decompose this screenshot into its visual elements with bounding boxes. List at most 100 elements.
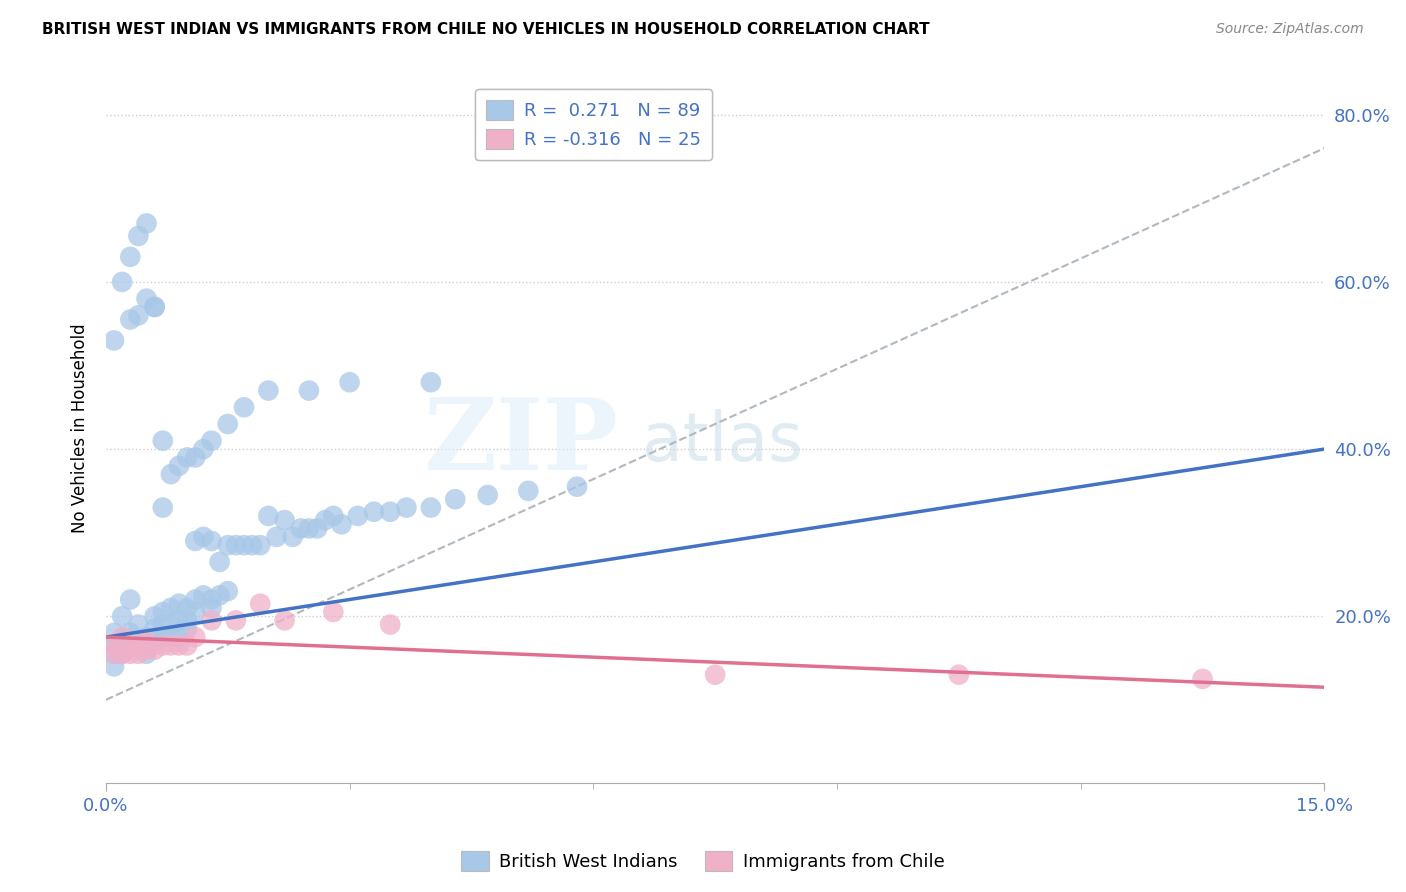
Point <box>233 401 256 415</box>
Text: Source: ZipAtlas.com: Source: ZipAtlas.com <box>1216 22 1364 37</box>
Point <box>380 505 402 519</box>
Point <box>127 309 149 323</box>
Point <box>176 450 198 465</box>
Point <box>193 588 215 602</box>
Point <box>298 384 321 398</box>
Point <box>444 492 467 507</box>
Point <box>111 634 134 648</box>
Point <box>1191 672 1213 686</box>
Point <box>240 538 263 552</box>
Point <box>135 630 157 644</box>
Point <box>143 300 166 314</box>
Point <box>225 614 247 628</box>
Point <box>127 229 149 244</box>
Point <box>143 634 166 648</box>
Point <box>143 300 166 314</box>
Point <box>103 639 125 653</box>
Point <box>565 480 588 494</box>
Point <box>200 534 222 549</box>
Point <box>200 600 222 615</box>
Point <box>395 500 418 515</box>
Point <box>257 384 280 398</box>
Point <box>363 505 385 519</box>
Legend: British West Indians, Immigrants from Chile: British West Indians, Immigrants from Ch… <box>454 844 952 879</box>
Point <box>339 375 361 389</box>
Point <box>208 588 231 602</box>
Text: BRITISH WEST INDIAN VS IMMIGRANTS FROM CHILE NO VEHICLES IN HOUSEHOLD CORRELATIO: BRITISH WEST INDIAN VS IMMIGRANTS FROM C… <box>42 22 929 37</box>
Point <box>160 600 183 615</box>
Point <box>249 538 271 552</box>
Point <box>176 622 198 636</box>
Point <box>217 538 239 552</box>
Text: ZIP: ZIP <box>423 394 617 491</box>
Point <box>120 639 142 653</box>
Point <box>184 592 207 607</box>
Point <box>184 630 207 644</box>
Point <box>290 521 312 535</box>
Point <box>346 508 368 523</box>
Point <box>322 508 344 523</box>
Point <box>135 639 157 653</box>
Point <box>266 530 288 544</box>
Point <box>152 617 174 632</box>
Point <box>419 500 441 515</box>
Point <box>193 442 215 456</box>
Point <box>176 600 198 615</box>
Point <box>176 614 198 628</box>
Point <box>281 530 304 544</box>
Point <box>103 334 125 348</box>
Point <box>322 605 344 619</box>
Point <box>160 617 183 632</box>
Point <box>167 458 190 473</box>
Point <box>135 634 157 648</box>
Point <box>120 250 142 264</box>
Point <box>111 630 134 644</box>
Point <box>143 609 166 624</box>
Point <box>477 488 499 502</box>
Point <box>127 647 149 661</box>
Point <box>120 592 142 607</box>
Point <box>120 647 142 661</box>
Text: atlas: atlas <box>643 409 803 475</box>
Point <box>152 434 174 448</box>
Point <box>127 639 149 653</box>
Point <box>273 614 295 628</box>
Point <box>111 647 134 661</box>
Point <box>120 312 142 326</box>
Point <box>380 617 402 632</box>
Point <box>103 626 125 640</box>
Point <box>419 375 441 389</box>
Point <box>103 639 125 653</box>
Point <box>184 534 207 549</box>
Point <box>103 659 125 673</box>
Point <box>143 642 166 657</box>
Point <box>160 639 183 653</box>
Point <box>152 605 174 619</box>
Point <box>120 639 142 653</box>
Point <box>135 216 157 230</box>
Point <box>208 555 231 569</box>
Legend: R =  0.271   N = 89, R = -0.316   N = 25: R = 0.271 N = 89, R = -0.316 N = 25 <box>475 89 711 160</box>
Point <box>120 626 142 640</box>
Y-axis label: No Vehicles in Household: No Vehicles in Household <box>72 324 89 533</box>
Point <box>152 500 174 515</box>
Point <box>167 630 190 644</box>
Point <box>135 292 157 306</box>
Point <box>200 614 222 628</box>
Point <box>233 538 256 552</box>
Point <box>948 667 970 681</box>
Point <box>298 521 321 535</box>
Point <box>704 667 727 681</box>
Point <box>184 450 207 465</box>
Point <box>273 513 295 527</box>
Point <box>127 639 149 653</box>
Point <box>127 617 149 632</box>
Point <box>257 508 280 523</box>
Point <box>193 530 215 544</box>
Point <box>160 467 183 482</box>
Point <box>517 483 540 498</box>
Point <box>176 639 198 653</box>
Point <box>200 592 222 607</box>
Point <box>160 630 183 644</box>
Point <box>135 642 157 657</box>
